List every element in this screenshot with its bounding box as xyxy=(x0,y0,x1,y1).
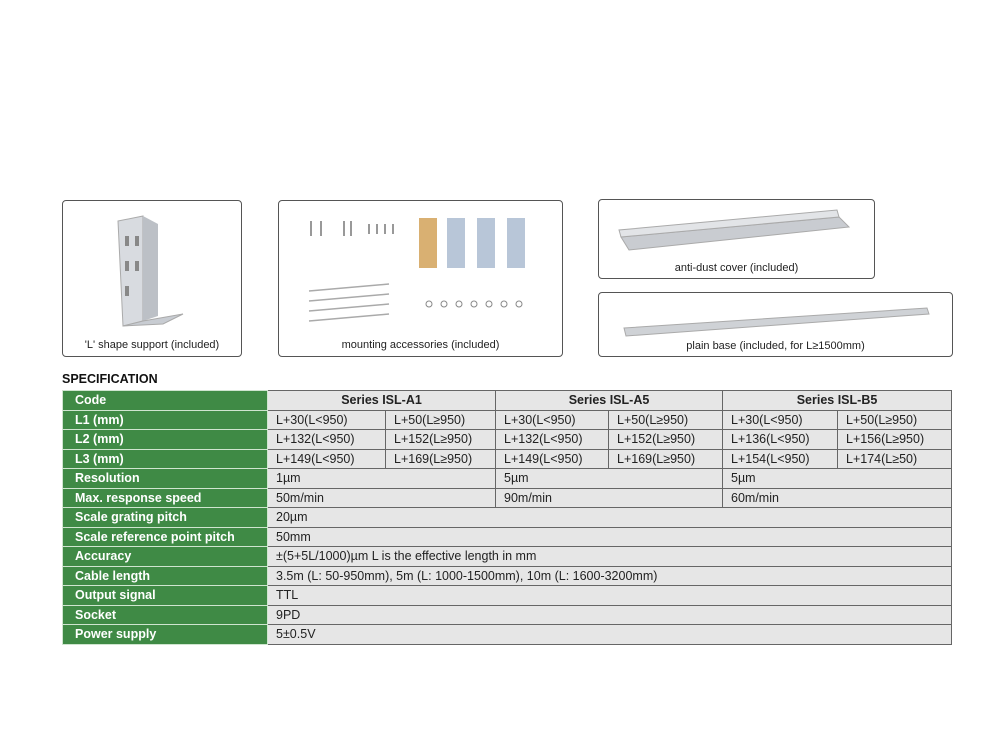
cell-value: 50m/min xyxy=(267,487,496,508)
table-row: Max. response speed 50m/min 90m/min 60m/min xyxy=(62,487,952,508)
caption: plain base (included, for L≥1500mm) xyxy=(686,340,865,352)
plain-base-image xyxy=(623,307,930,337)
cell-value: 3.5m (L: 50-950mm), 5m (L: 1000-1500mm),… xyxy=(267,565,952,586)
row-label: Socket xyxy=(62,604,268,625)
row-label: L2 (mm) xyxy=(62,429,268,450)
row-label: Cable length xyxy=(62,565,268,586)
cell-value: L+30(L<950) xyxy=(722,409,838,430)
cell-value: L+169(L≥950) xyxy=(385,448,496,469)
row-label: Code xyxy=(62,390,268,411)
caption: anti-dust cover (included) xyxy=(674,262,799,274)
table-row: L1 (mm) L+30(L<950) L+50(L≥950) L+30(L<950)… xyxy=(62,409,952,430)
row-label: Resolution xyxy=(62,468,268,489)
cell-value: L+50(L≥950) xyxy=(608,409,723,430)
cell-value: ±(5+5L/1000)µm L is the effective length… xyxy=(267,546,952,567)
row-label: Max. response speed xyxy=(62,487,268,508)
table-row: Power supply 5±0.5V xyxy=(62,624,952,645)
cell-value: L+169(L≥950) xyxy=(608,448,723,469)
cell-value: TTL xyxy=(267,585,952,606)
cell-value: L+152(L≥950) xyxy=(608,429,723,450)
row-label: Output signal xyxy=(62,585,268,606)
cell-value: L+156(L≥950) xyxy=(837,429,952,450)
series-header: Series ISL-B5 xyxy=(722,390,952,411)
caption: mounting accessories (included) xyxy=(341,339,500,351)
mounting-accessories-card: mounting accessories (included) xyxy=(278,200,563,357)
mounting-accessories-image xyxy=(308,218,525,322)
cell-value: L+154(L<950) xyxy=(722,448,838,469)
row-label: L3 (mm) xyxy=(62,448,268,469)
cell-value: L+174(L≥50) xyxy=(837,448,952,469)
table-row: Output signal TTL xyxy=(62,585,952,606)
row-label: Accuracy xyxy=(62,546,268,567)
cell-value: 9PD xyxy=(267,604,952,625)
table-row: Scale reference point pitch 50mm xyxy=(62,526,952,547)
cell-value: L+132(L<950) xyxy=(495,429,609,450)
specification-title: SPECIFICATION xyxy=(62,372,158,386)
anti-dust-cover-card: anti-dust cover (included) xyxy=(598,199,875,279)
table-row: Accuracy ±(5+5L/1000)µm L is the effectiv… xyxy=(62,546,952,567)
anti-dust-cover-image xyxy=(618,209,851,251)
plain-base-card: plain base (included, for L≥1500mm) xyxy=(598,292,953,357)
table-row-header: Code Series ISL-A1 Series ISL-A5 Series … xyxy=(62,390,952,411)
cell-value: L+149(L<950) xyxy=(495,448,609,469)
caption: 'L' shape support (included) xyxy=(84,339,220,351)
series-header: Series ISL-A5 xyxy=(495,390,723,411)
table-row: Scale grating pitch 20µm xyxy=(62,507,952,528)
table-row: L3 (mm) L+149(L<950) L+169(L≥950) L+149(L<9… xyxy=(62,448,952,469)
cell-value: L+30(L<950) xyxy=(495,409,609,430)
row-label: Scale reference point pitch xyxy=(62,526,268,547)
cell-value: L+30(L<950) xyxy=(267,409,386,430)
table-row: Cable length 3.5m (L: 50-950mm), 5m (L: 1… xyxy=(62,565,952,586)
specification-table: Code Series ISL-A1 Series ISL-A5 Series … xyxy=(62,390,952,645)
cell-value: 5µm xyxy=(722,468,952,489)
cell-value: 5±0.5V xyxy=(267,624,952,645)
row-label: L1 (mm) xyxy=(62,409,268,430)
cell-value: 1µm xyxy=(267,468,496,489)
table-row: Socket 9PD xyxy=(62,604,952,625)
cell-value: L+136(L<950) xyxy=(722,429,838,450)
l-shape-support-image xyxy=(117,215,184,327)
cell-value: L+50(L≥950) xyxy=(837,409,952,430)
row-label: Scale grating pitch xyxy=(62,507,268,528)
cell-value: L+152(L≥950) xyxy=(385,429,496,450)
l-shape-support-card: 'L' shape support (included) xyxy=(62,200,242,357)
cell-value: 60m/min xyxy=(722,487,952,508)
series-header: Series ISL-A1 xyxy=(267,390,496,411)
row-label: Power supply xyxy=(62,624,268,645)
cell-value: 5µm xyxy=(495,468,723,489)
cell-value: 20µm xyxy=(267,507,952,528)
cell-value: L+149(L<950) xyxy=(267,448,386,469)
table-row: Resolution 1µm 5µm 5µm xyxy=(62,468,952,489)
cell-value: L+132(L<950) xyxy=(267,429,386,450)
cell-value: L+50(L≥950) xyxy=(385,409,496,430)
table-row: L2 (mm) L+132(L<950) L+152(L≥950) L+132(L<9… xyxy=(62,429,952,450)
cell-value: 50mm xyxy=(267,526,952,547)
cell-value: 90m/min xyxy=(495,487,723,508)
